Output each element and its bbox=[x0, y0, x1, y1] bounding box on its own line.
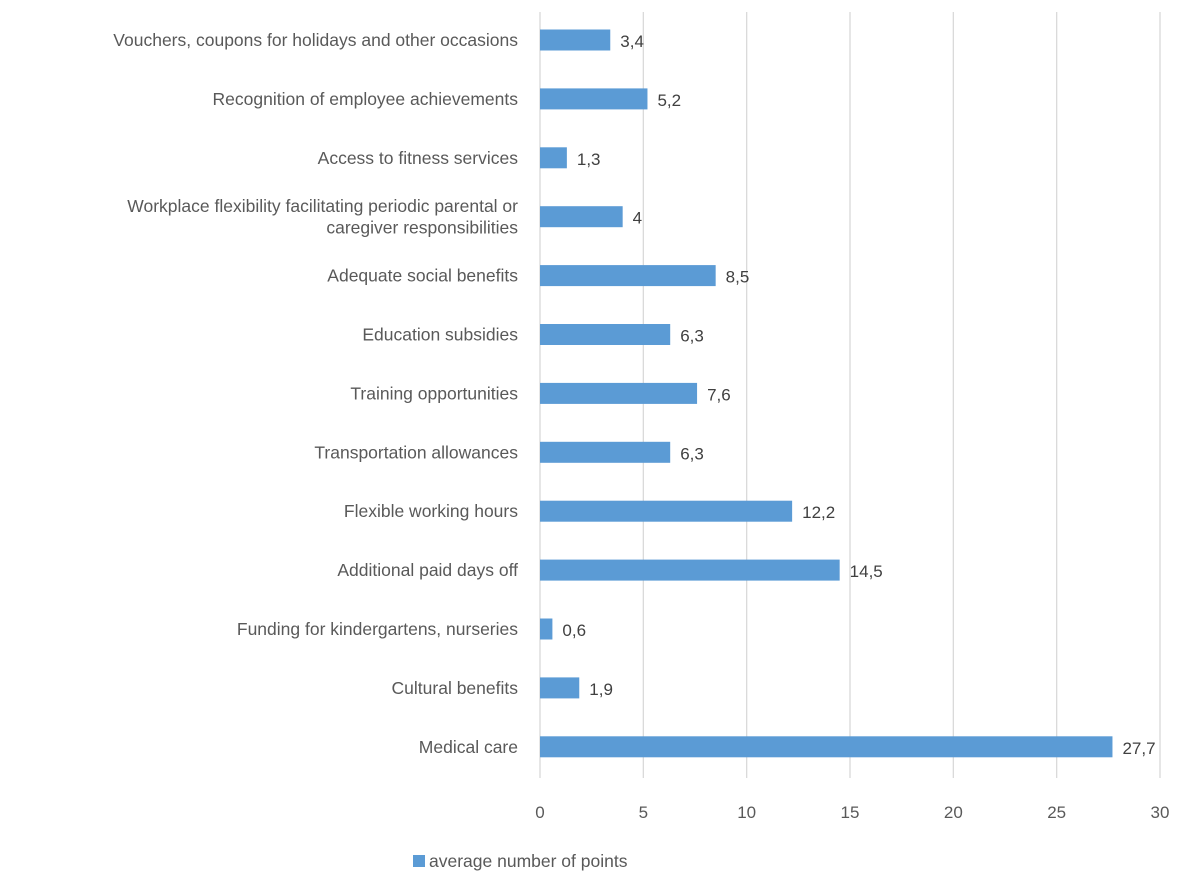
x-tick-label: 15 bbox=[841, 803, 860, 822]
x-tick-label: 25 bbox=[1047, 803, 1066, 822]
category-label: Funding for kindergartens, nurseries bbox=[237, 619, 518, 639]
bar bbox=[540, 382, 698, 404]
data-label: 14,5 bbox=[850, 562, 883, 581]
bar bbox=[540, 618, 553, 640]
category-label: Flexible working hours bbox=[344, 501, 518, 521]
legend-swatch bbox=[413, 855, 425, 867]
bar bbox=[540, 677, 580, 699]
category-label: Recognition of employee achievements bbox=[213, 89, 519, 109]
bar bbox=[540, 324, 671, 345]
bar bbox=[540, 500, 793, 522]
data-label: 6,3 bbox=[680, 327, 704, 346]
bar bbox=[540, 147, 567, 169]
bar bbox=[540, 736, 1113, 758]
x-tick-label: 5 bbox=[639, 803, 648, 822]
category-label: Adequate social benefits bbox=[327, 266, 518, 286]
category-labels: Vouchers, coupons for holidays and other… bbox=[113, 30, 518, 757]
bars bbox=[540, 29, 1113, 758]
x-axis-ticks: 0 5 10 15 20 25 30 bbox=[535, 803, 1169, 822]
gridlines bbox=[539, 12, 1161, 778]
data-label: 1,9 bbox=[589, 680, 613, 699]
category-label: Training opportunities bbox=[350, 383, 518, 403]
category-label: Education subsidies bbox=[362, 325, 518, 345]
category-label: Workplace flexibility facilitating perio… bbox=[127, 196, 518, 216]
x-tick-label: 0 bbox=[535, 803, 544, 822]
bar bbox=[540, 265, 716, 287]
category-label: Access to fitness services bbox=[318, 148, 519, 168]
legend: average number of points bbox=[413, 851, 628, 871]
bar bbox=[540, 441, 671, 463]
legend-label: average number of points bbox=[429, 851, 628, 871]
data-label: 4 bbox=[633, 209, 642, 228]
data-label: 7,6 bbox=[707, 385, 731, 404]
bar bbox=[540, 88, 648, 110]
data-label: 6,3 bbox=[680, 444, 704, 463]
x-tick-label: 10 bbox=[737, 803, 756, 822]
category-label: Medical care bbox=[419, 737, 518, 757]
data-label: 27,7 bbox=[1122, 739, 1155, 758]
x-tick-label: 30 bbox=[1151, 803, 1170, 822]
data-labels: 3,4 5,2 1,3 4 8,5 6,3 7,6 6,3 12,2 14,5 0,6 1,9 27,7 bbox=[562, 32, 1155, 758]
bar bbox=[540, 29, 611, 51]
category-label: Vouchers, coupons for holidays and other… bbox=[113, 30, 518, 50]
data-label: 0,6 bbox=[562, 621, 586, 640]
data-label: 8,5 bbox=[726, 268, 750, 287]
bar bbox=[540, 559, 840, 581]
category-label: Transportation allowances bbox=[314, 442, 518, 462]
category-label: Additional paid days off bbox=[337, 560, 518, 580]
x-tick-label: 20 bbox=[944, 803, 963, 822]
category-label: Cultural benefits bbox=[392, 678, 519, 698]
bar bbox=[540, 206, 623, 228]
data-label: 1,3 bbox=[577, 150, 601, 169]
data-label: 12,2 bbox=[802, 503, 835, 522]
category-label: caregiver responsibilities bbox=[326, 217, 518, 237]
data-label: 3,4 bbox=[620, 32, 644, 51]
data-label: 5,2 bbox=[657, 91, 681, 110]
